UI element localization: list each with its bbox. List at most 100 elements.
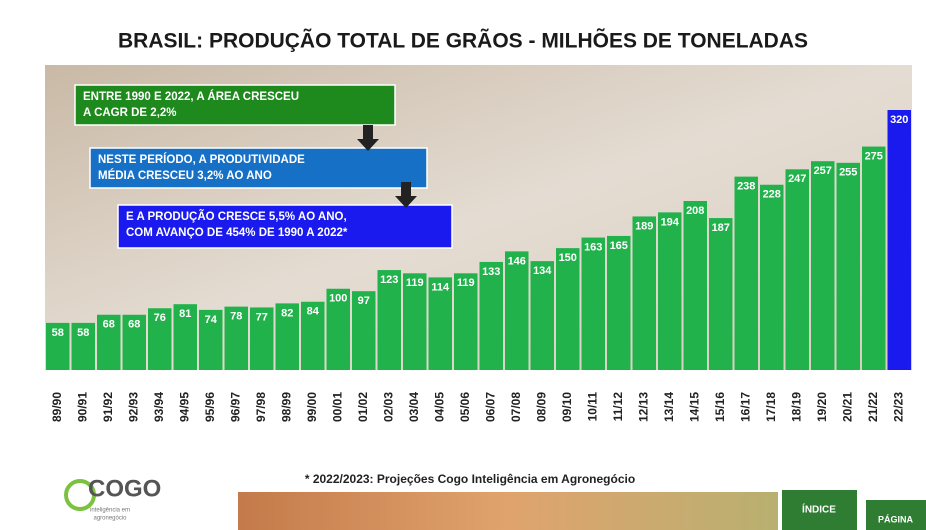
bars: 58 89/90 58 90/91 68 91/92 68 92/93 76 93/94 81 94/… xyxy=(46,110,911,422)
value-label: 81 xyxy=(179,308,191,320)
annotation-text: ENTRE 1990 E 2022, A ÁREA CRESCEU xyxy=(83,90,299,103)
bar xyxy=(428,277,452,370)
x-tick-label: 02/03 xyxy=(381,392,395,422)
annotation-box xyxy=(89,147,428,189)
bar xyxy=(658,212,682,370)
value-label: 58 xyxy=(52,327,64,339)
page-button-label[interactable]: PÁGINA xyxy=(878,514,914,524)
value-label: 255 xyxy=(839,167,857,179)
bar xyxy=(352,291,376,370)
logo-tagline: inteligência em xyxy=(90,508,130,514)
bar xyxy=(224,306,248,370)
index-button-label[interactable]: ÍNDICE xyxy=(802,503,836,516)
x-tick-label: 15/16 xyxy=(713,392,727,422)
value-label: 68 xyxy=(128,319,140,331)
value-label: 78 xyxy=(230,311,242,323)
bar xyxy=(607,235,631,370)
bar xyxy=(403,273,427,370)
annotation-box xyxy=(117,204,453,249)
value-label: 76 xyxy=(154,312,166,324)
x-tick-label: 06/07 xyxy=(483,392,497,422)
bar xyxy=(530,261,554,370)
value-label: 134 xyxy=(533,265,552,277)
value-label: 187 xyxy=(712,222,730,234)
annotation-text: NESTE PERÍODO, A PRODUTIVIDADE xyxy=(98,153,305,166)
x-tick-label: 94/95 xyxy=(177,392,191,422)
bar xyxy=(760,184,784,370)
x-tick-label: 07/08 xyxy=(509,392,523,422)
x-tick-label: 92/93 xyxy=(126,392,140,422)
value-label: 119 xyxy=(406,277,424,289)
bar xyxy=(377,270,401,370)
page-button[interactable] xyxy=(866,500,926,530)
index-button[interactable] xyxy=(782,490,857,530)
annotation-text: A CAGR DE 2,2% xyxy=(83,107,177,119)
bar xyxy=(173,304,197,370)
bar xyxy=(122,314,146,370)
value-label: 228 xyxy=(763,189,781,201)
photo-strip xyxy=(238,492,778,530)
bar xyxy=(632,216,656,370)
value-label: 74 xyxy=(205,314,218,326)
annotation-box xyxy=(74,84,396,126)
bar xyxy=(479,261,503,370)
bar xyxy=(836,162,860,370)
value-label: 275 xyxy=(865,150,883,162)
value-label: 114 xyxy=(431,281,450,293)
bar xyxy=(454,273,478,370)
bar xyxy=(862,146,886,370)
logo-tagline: agronegócio xyxy=(93,516,127,522)
bar xyxy=(97,314,121,370)
annotation-arrow xyxy=(395,182,417,208)
bar xyxy=(556,248,580,370)
x-tick-label: 00/01 xyxy=(330,392,344,422)
x-tick-label: 96/97 xyxy=(228,392,242,422)
x-tick-label: 16/17 xyxy=(738,392,752,422)
bar xyxy=(148,308,172,370)
value-label: 123 xyxy=(380,274,398,286)
value-label: 247 xyxy=(788,173,806,185)
x-tick-label: 04/05 xyxy=(432,392,446,422)
x-tick-label: 03/04 xyxy=(407,392,421,422)
chart-title: BRASIL: PRODUÇÃO TOTAL DE GRÃOS - MILHÕE… xyxy=(118,29,808,53)
bar xyxy=(785,169,809,370)
value-label: 119 xyxy=(457,277,475,289)
x-tick-label: 97/98 xyxy=(254,392,268,422)
bar xyxy=(326,288,350,370)
bar xyxy=(811,161,835,370)
value-label: 84 xyxy=(307,306,320,318)
x-tick-label: 14/15 xyxy=(687,392,701,422)
value-label: 77 xyxy=(256,311,268,323)
bar xyxy=(71,322,95,370)
x-tick-label: 17/18 xyxy=(764,392,778,422)
value-label: 82 xyxy=(281,307,293,319)
bar xyxy=(199,309,223,370)
annotations: ENTRE 1990 E 2022, A ÁREA CRESCEU A CAGR … xyxy=(74,84,453,249)
bar xyxy=(301,301,325,370)
annotation-arrow xyxy=(357,125,379,151)
bar xyxy=(709,218,733,370)
bar xyxy=(250,307,274,370)
value-label: 97 xyxy=(358,295,370,307)
logo: COGO inteligência em agronegócio xyxy=(64,475,161,522)
logo-mark xyxy=(64,479,96,511)
value-label: 68 xyxy=(103,319,115,331)
value-label: 208 xyxy=(686,205,704,217)
x-tick-label: 93/94 xyxy=(152,392,166,422)
value-label: 58 xyxy=(77,327,89,339)
x-tick-label: 89/90 xyxy=(50,392,64,422)
x-tick-label: 05/06 xyxy=(458,392,472,422)
x-tick-label: 19/20 xyxy=(815,392,829,422)
value-label: 194 xyxy=(661,216,680,228)
bar xyxy=(887,110,911,370)
x-tick-label: 12/13 xyxy=(636,392,650,422)
annotation-text: E A PRODUÇÃO CRESCE 5,5% AO ANO, xyxy=(126,210,347,223)
value-label: 100 xyxy=(329,293,347,305)
x-tick-label: 10/11 xyxy=(585,392,599,422)
x-tick-label: 91/92 xyxy=(101,392,115,422)
bar xyxy=(275,303,299,370)
value-label: 146 xyxy=(508,255,526,267)
value-label: 133 xyxy=(482,266,500,278)
annotation-text: MÉDIA CRESCEU 3,2% AO ANO xyxy=(98,169,272,182)
